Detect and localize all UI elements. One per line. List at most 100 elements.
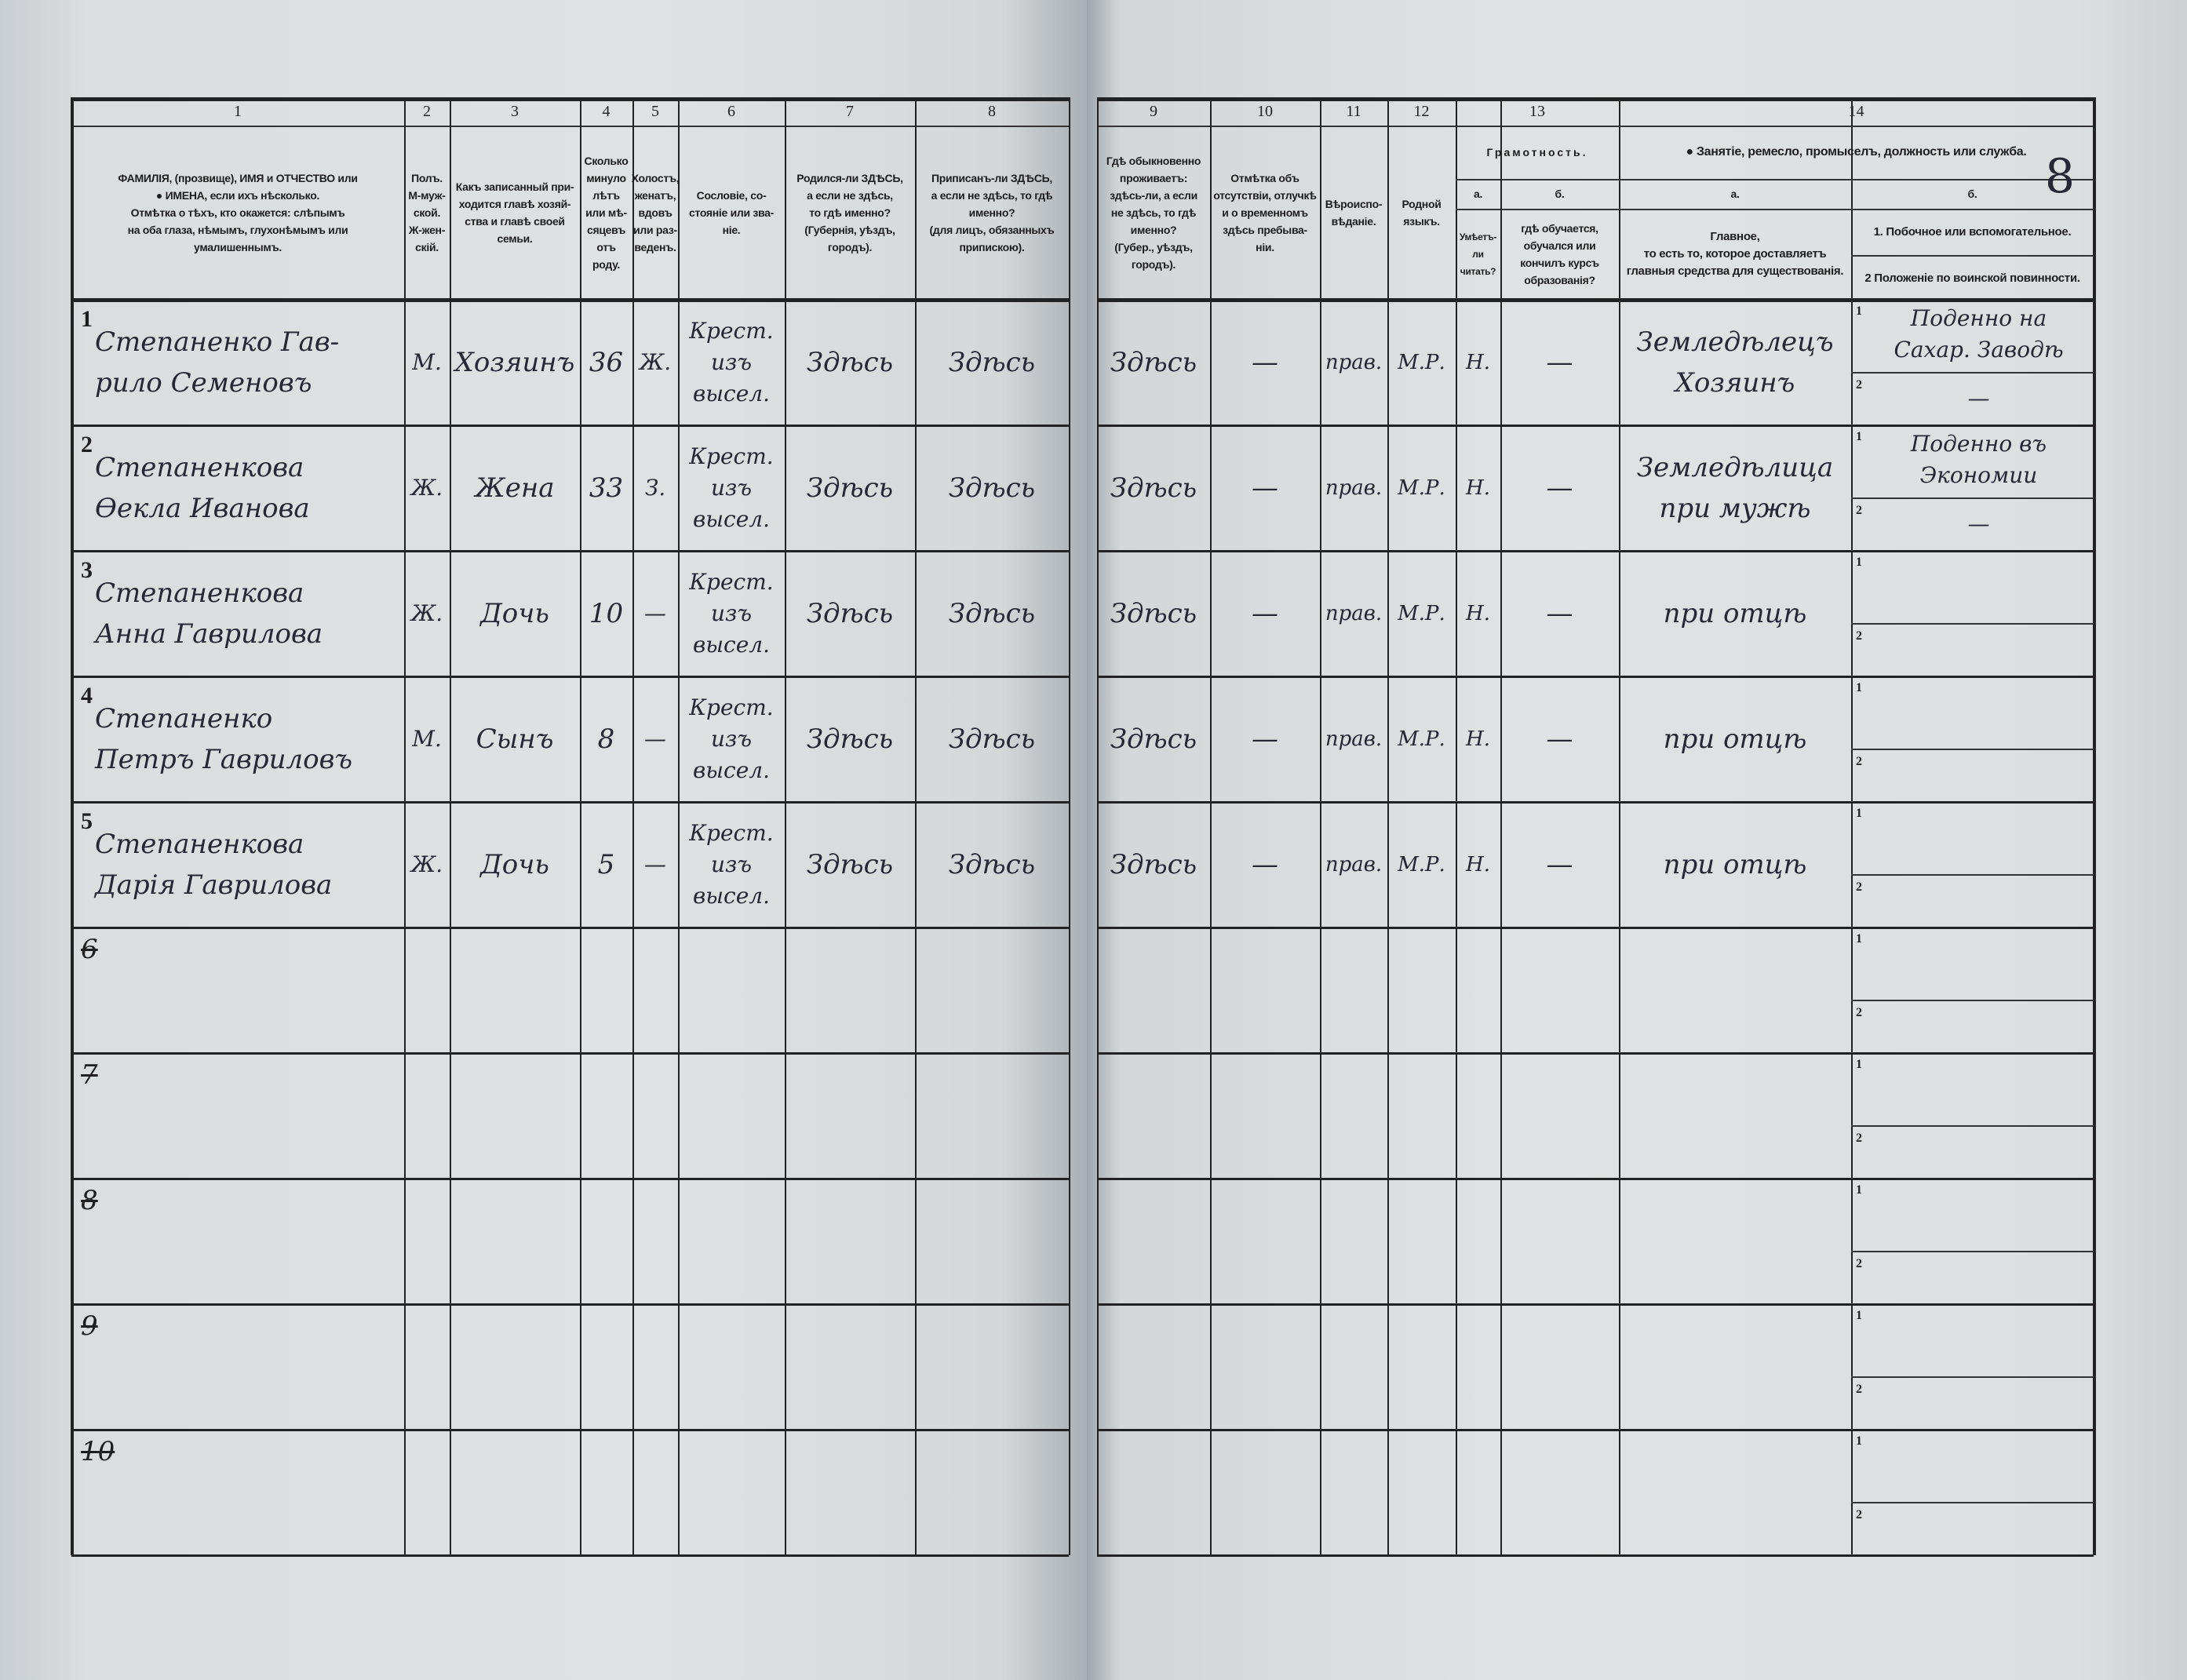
- column-header: Какъ записанный при- ходится главѣ хозяй…: [455, 180, 574, 245]
- rule-row: [71, 927, 1069, 929]
- cell-religion: прав.: [1325, 351, 1383, 374]
- column-number: 2: [423, 102, 431, 120]
- rule-number-row: [1097, 126, 2094, 127]
- rule-column: [1069, 97, 1070, 1555]
- rule-subrow: [1851, 1502, 2094, 1503]
- cell-residence: Здѣсь: [1110, 849, 1197, 880]
- rule-column: [785, 97, 786, 1555]
- rule-row: [1097, 1178, 2094, 1180]
- column-header: Приписанъ-ли ЗДѢСЬ, а если не здѣсь, то …: [929, 172, 1055, 253]
- cell-absence: —: [1252, 347, 1278, 378]
- sub-index-2: 2: [1856, 1508, 1862, 1521]
- row-number: 1: [81, 306, 93, 332]
- sub-index-2: 2: [1856, 880, 1862, 894]
- rule-row: [1097, 1052, 2094, 1055]
- cell-sex: М.: [412, 349, 442, 375]
- occupation-main-header: Главное, то есть то, которое доставляетъ…: [1626, 230, 1844, 278]
- cell-language: М.Р.: [1398, 351, 1445, 374]
- cell-occupation-side: [1867, 680, 2090, 742]
- cell-name: Степаненко Гав- рило Семеновъ: [95, 326, 340, 399]
- column-number: 8: [988, 102, 996, 120]
- sub-index-1: 1: [1856, 1309, 1862, 1322]
- column-header: Гдѣ обыкновенно проживаетъ: здѣсь-ли, а …: [1106, 155, 1201, 271]
- rule: [1500, 179, 1502, 1555]
- cell-occupation-main: Земледѣлица при мужѣ: [1636, 452, 1834, 524]
- cell-estate: Крест. изъ высел.: [689, 318, 774, 406]
- rule-row: [71, 1303, 1069, 1306]
- column-number: 14: [1848, 102, 1864, 120]
- rule-row: [71, 1429, 1069, 1431]
- column-number: 4: [602, 102, 611, 120]
- occupation-side-header: 1. Побочное или вспомогательное.: [1873, 224, 2072, 239]
- cell-literacy: Н.: [1466, 351, 1490, 374]
- sub-index-1: 1: [1856, 1183, 1862, 1197]
- rule-column: [1619, 97, 1620, 1555]
- sub-index-2: 2: [1856, 629, 1862, 643]
- cell-sex: Ж.: [410, 600, 443, 626]
- cell-occupation-main: Земледѣлецъ Хозяинъ: [1636, 326, 1834, 399]
- right-page: [1087, 0, 2187, 1680]
- cell-residence: Здѣсь: [1110, 723, 1197, 755]
- cell-language: М.Р.: [1398, 853, 1445, 876]
- cell-occupation-main: при отцѣ: [1663, 723, 1807, 755]
- rule-column: [580, 97, 581, 1555]
- cell-military: [1867, 877, 2090, 924]
- cell-estate: Крест. изъ высел.: [689, 820, 774, 909]
- sub-index-2: 2: [1856, 1006, 1862, 1019]
- cell-absence: —: [1252, 472, 1278, 504]
- cell-literacy: Н.: [1466, 853, 1490, 876]
- column-number: 12: [1413, 102, 1430, 120]
- cell-birthplace: Здѣсь: [806, 347, 894, 378]
- cell-education: —: [1546, 598, 1573, 629]
- cell-estate: Крест. изъ высел.: [689, 569, 774, 658]
- cell-language: М.Р.: [1398, 476, 1445, 500]
- rule-subrow: [1851, 623, 2094, 625]
- rule-row: [1097, 1429, 2094, 1431]
- rule: [1456, 209, 2094, 210]
- left-page: [0, 0, 1087, 1680]
- column-header: Холостъ, женатъ, вдовъ или раз- веденъ.: [631, 172, 680, 253]
- cell-name: Степаненкова Анна Гаврилова: [95, 578, 323, 650]
- cell-language: М.Р.: [1398, 727, 1445, 751]
- sub-index-2: 2: [1856, 504, 1862, 517]
- rule-header-bottom: [1097, 298, 2094, 302]
- cell-occupation-side: [1867, 805, 2090, 868]
- cell-literacy: Н.: [1466, 476, 1490, 500]
- cell-religion: прав.: [1325, 727, 1383, 751]
- occupation-a-label: а.: [1730, 188, 1740, 200]
- column-number: 3: [511, 102, 519, 120]
- cell-marital: Ж.: [639, 349, 672, 375]
- rule-top: [1097, 97, 2094, 101]
- rule: [1456, 179, 2094, 180]
- literacy-b-label: б.: [1555, 188, 1565, 200]
- rule-column: [1320, 97, 1321, 1555]
- cell-military: [1867, 752, 2090, 799]
- corner-mark: 8: [2044, 149, 2076, 204]
- row-number: 4: [81, 683, 93, 709]
- cell-marital: —: [644, 851, 666, 877]
- row-number: 8: [81, 1185, 98, 1216]
- column-number: 5: [651, 102, 659, 120]
- rule-subrow: [1851, 1000, 2094, 1001]
- cell-relation: Дочь: [480, 598, 549, 629]
- cell-age: 10: [589, 598, 624, 629]
- sub-index-1: 1: [1856, 304, 1862, 318]
- cell-name: Степаненкова Өекла Иванова: [95, 452, 310, 524]
- cell-estate: Крест. изъ высел.: [689, 694, 774, 783]
- occupation-title: ● Занятіе, ремесло, промыселъ, должность…: [1686, 145, 2027, 159]
- cell-age: 36: [589, 347, 624, 378]
- column-number: 13: [1529, 102, 1545, 120]
- row-number: 7: [81, 1059, 98, 1091]
- column-header: ФАМИЛІЯ, (прозвище), ИМЯ и ОТЧЕСТВО или …: [118, 172, 358, 253]
- cell-name: Степаненко Петръ Гавриловъ: [95, 703, 353, 775]
- sub-index-1: 1: [1856, 1058, 1862, 1071]
- rule-row: [71, 550, 1069, 552]
- rule-number-row: [71, 126, 1069, 127]
- rule-column: [678, 97, 680, 1555]
- cell-name: Степаненкова Дарія Гаврилова: [95, 829, 333, 901]
- rule-subrow: [1851, 1251, 2094, 1252]
- cell-birthplace: Здѣсь: [806, 723, 894, 755]
- cell-military: —: [1967, 511, 1990, 537]
- rule-row: [1097, 1554, 2094, 1557]
- sub-index-2: 2: [1856, 1257, 1862, 1270]
